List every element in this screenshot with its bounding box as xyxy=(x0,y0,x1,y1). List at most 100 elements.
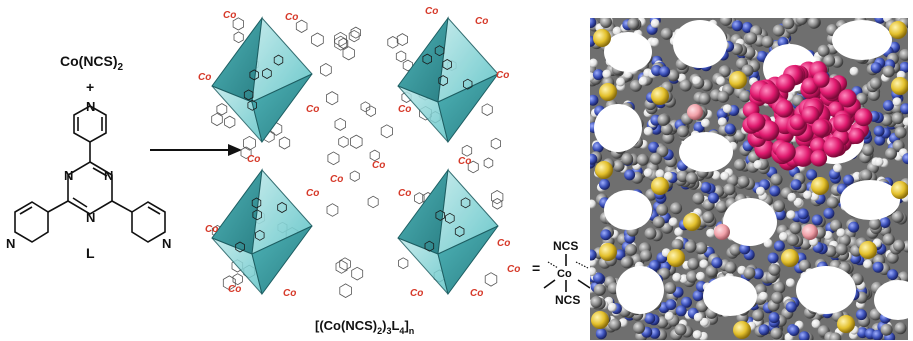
ligand-ring xyxy=(445,212,455,224)
ligand-ring xyxy=(211,112,223,127)
co-atom-label: Co xyxy=(205,224,218,235)
framework-atom xyxy=(693,312,703,322)
framework-atom xyxy=(695,242,708,254)
ligand-ring xyxy=(342,46,355,61)
ligand-ring xyxy=(467,160,479,174)
pore-opening xyxy=(840,180,900,220)
cobalt-atom xyxy=(714,224,730,240)
framework-atom xyxy=(616,77,625,87)
framework-atom xyxy=(593,283,606,296)
framework-atom xyxy=(891,210,904,223)
framework-atom xyxy=(787,234,799,246)
ligand-ring xyxy=(490,190,504,205)
framework-atom xyxy=(863,259,873,269)
framework-atom xyxy=(758,324,770,336)
framework-atom xyxy=(745,32,758,45)
framework-atom xyxy=(885,147,897,160)
framework-atom xyxy=(743,267,756,280)
framework-atom xyxy=(773,240,785,252)
pore-opening xyxy=(604,32,652,72)
framework-atom xyxy=(711,257,723,269)
framework-atom xyxy=(752,309,765,322)
co-atom-label: Co xyxy=(497,238,510,249)
framework-atom xyxy=(873,125,885,137)
triazine-nitrogen-2: N xyxy=(64,168,73,183)
framework-atom xyxy=(774,209,786,221)
framework-atom xyxy=(638,76,648,86)
co-atom-label: Co xyxy=(398,104,411,115)
framework-atom xyxy=(716,76,726,86)
ligand-ring xyxy=(349,170,360,182)
framework-atom xyxy=(614,249,626,261)
framework-atom xyxy=(830,219,842,232)
framework-atom xyxy=(650,37,660,47)
framework-atom xyxy=(685,172,698,185)
sulfur-atom xyxy=(667,249,685,267)
framework-atom xyxy=(686,270,698,283)
co-atom-label: Co xyxy=(458,156,471,167)
sulfur-atom xyxy=(651,87,669,105)
metal-salt-label: Co(NCS)2 xyxy=(60,53,124,73)
legend-co-label: Co xyxy=(507,264,520,275)
framework-atom xyxy=(657,113,670,126)
co-atom-label: Co xyxy=(283,288,296,299)
framework-atom xyxy=(600,18,612,28)
framework-atom xyxy=(668,217,678,227)
guest-atom xyxy=(775,99,794,118)
framework-atom xyxy=(720,18,733,26)
pore-opening xyxy=(796,266,856,314)
framework-atom xyxy=(590,199,597,209)
ligand-structure: N N N N N N xyxy=(6,99,171,251)
framework-atom xyxy=(768,263,781,276)
pore-opening xyxy=(604,190,652,230)
framework-atom xyxy=(838,234,851,247)
sulfur-atom xyxy=(683,213,701,231)
framework-atom xyxy=(687,257,700,270)
framework-atom xyxy=(893,239,905,252)
pyridine-nitrogen-right: N xyxy=(162,236,171,251)
framework-atom xyxy=(882,65,895,78)
pore-opening xyxy=(874,280,908,320)
framework-atom xyxy=(667,69,680,82)
framework-atom xyxy=(676,125,689,138)
guest-molecule xyxy=(742,61,873,171)
sulfur-atom xyxy=(599,243,617,261)
ncs-top-label: NCS xyxy=(553,239,578,253)
pore-opening xyxy=(723,198,777,246)
framework-atom xyxy=(676,170,689,183)
framework-atom xyxy=(636,153,649,166)
sulfur-atom xyxy=(811,177,829,195)
co-atom-label: Co xyxy=(410,288,423,299)
guest-atom xyxy=(775,142,796,163)
ligand-ring xyxy=(339,257,351,271)
framework-atom xyxy=(851,273,864,286)
framework-atom xyxy=(729,243,742,256)
plus-sign: + xyxy=(86,79,94,95)
ligand-ring xyxy=(380,124,393,139)
framework-atom xyxy=(869,77,882,90)
framework-atom xyxy=(599,178,610,190)
guest-atom xyxy=(810,149,828,167)
framework-diagram: Co Co Co Co Co Co Co Co Co Co Co Co Co Co Co Co Co Co Co Co xyxy=(198,6,510,299)
ligand-ring xyxy=(481,103,493,116)
framework-atom xyxy=(649,260,660,272)
framework-atom xyxy=(772,24,785,37)
framework-atom xyxy=(609,318,622,331)
ncs-bottom-label: NCS xyxy=(555,293,580,307)
framework-atom xyxy=(643,126,653,136)
framework-atom xyxy=(880,323,893,336)
framework-atom xyxy=(758,291,768,301)
framework-atom xyxy=(795,18,808,25)
framework-atom xyxy=(699,259,709,269)
framework-atom xyxy=(663,171,673,181)
framework-atom xyxy=(768,312,780,324)
guest-atom xyxy=(833,113,852,133)
framework-atom xyxy=(717,90,730,103)
triazine-nitrogen-3: N xyxy=(86,210,95,225)
framework-atom xyxy=(900,103,908,115)
framework-atom xyxy=(899,48,908,61)
ligand-ring xyxy=(242,135,256,151)
ligand-ring xyxy=(434,45,445,57)
ligand-ring xyxy=(232,273,243,286)
framework-atom xyxy=(789,222,802,235)
